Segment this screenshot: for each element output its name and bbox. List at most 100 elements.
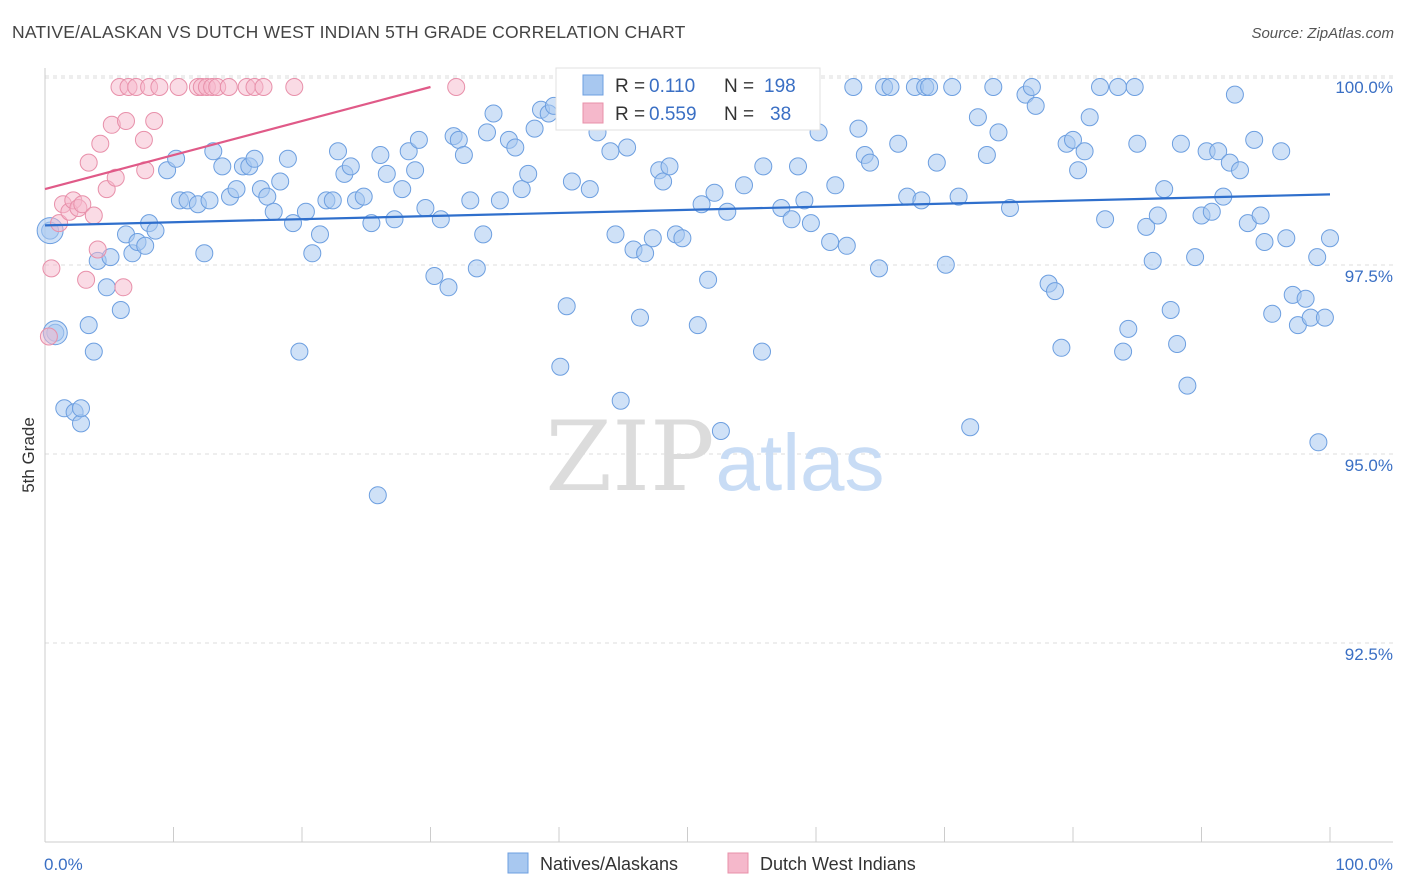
native-point-106 (735, 176, 753, 195)
dutch-point-21 (134, 130, 153, 149)
native-point-59 (425, 267, 444, 285)
native-point-58 (416, 199, 435, 217)
dutch-point-9 (79, 153, 98, 172)
dutch-point-18 (117, 112, 135, 130)
native-point-23 (195, 244, 214, 263)
native-point-143 (1026, 96, 1045, 115)
native-point-163 (1161, 301, 1180, 319)
stats-legend: R = 0.110 N = 198 R = 0.559 N = 38 (555, 67, 821, 131)
native-point-137 (977, 146, 996, 164)
dutch-point-25 (150, 78, 169, 96)
native-point-66 (467, 259, 486, 278)
native-point-125 (889, 134, 908, 153)
dutch-point-35 (254, 78, 273, 96)
native-point-51 (371, 146, 390, 164)
native-point-159 (1137, 217, 1156, 236)
native-point-139 (989, 123, 1008, 142)
native-point-107 (753, 342, 771, 361)
native-point-43 (323, 191, 342, 210)
legend-label-natives: Natives/Alaskans (540, 854, 678, 874)
native-point-102 (705, 183, 724, 202)
native-point-103 (711, 422, 730, 440)
native-point-90 (631, 308, 649, 327)
native-point-7 (84, 342, 103, 361)
y-tick-label-2: 95.0% (1345, 456, 1393, 475)
native-point-133 (943, 78, 962, 96)
native-point-150 (1075, 142, 1094, 161)
dutch-point-15 (106, 168, 125, 187)
native-point-25 (204, 142, 223, 161)
native-point-153 (1096, 210, 1115, 229)
native-point-160 (1143, 251, 1162, 270)
native-point-55 (399, 142, 418, 161)
native-point-57 (409, 130, 428, 149)
native-point-110 (782, 210, 801, 229)
native-point-167 (1186, 248, 1205, 267)
native-point-9 (97, 278, 116, 297)
legend-swatch-natives (507, 852, 529, 874)
axes (44, 68, 1393, 843)
native-point-4 (72, 414, 90, 433)
dutch-point-8 (77, 270, 96, 289)
native-point-156 (1119, 319, 1138, 338)
native-point-56 (406, 161, 425, 180)
y-tick-label-3: 92.5% (1345, 645, 1393, 664)
dutch-point-36 (285, 78, 304, 96)
native-point-35 (271, 172, 290, 191)
native-point-91 (636, 244, 655, 263)
native-point-46 (341, 157, 360, 176)
trend-line-dutch (44, 85, 431, 191)
native-point-131 (927, 153, 946, 172)
native-point-86 (606, 225, 625, 244)
native-point-40 (303, 244, 322, 263)
legend-r-label-2: R = (615, 104, 645, 125)
native-point-31 (245, 149, 264, 168)
x-tick-label-right: 100.0% (1335, 855, 1393, 874)
native-point-63 (449, 130, 468, 149)
native-point-170 (1202, 202, 1221, 221)
native-point-171 (1209, 142, 1228, 161)
native-point-152 (1091, 78, 1109, 96)
legend-r-value-1: 0.110 (649, 76, 695, 97)
native-point-101 (699, 270, 718, 289)
native-point-15 (136, 236, 155, 255)
native-point-33 (258, 187, 277, 206)
native-point-185 (1296, 289, 1315, 308)
native-point-174 (1225, 85, 1244, 104)
native-point-44 (329, 142, 347, 161)
native-point-81 (562, 172, 581, 191)
native-point-188 (1315, 308, 1334, 327)
dutch-point-12 (91, 134, 110, 153)
native-point-165 (1171, 134, 1190, 153)
dutch-point-0 (39, 327, 58, 346)
native-point-85 (601, 142, 620, 161)
native-point-161 (1148, 206, 1167, 225)
x-tick-label-left: 0.0% (44, 855, 83, 874)
y-tick-labels: 100.0% 97.5% 95.0% 92.5% (1335, 78, 1393, 664)
legend-label-dutch: Dutch West Indians (760, 854, 916, 874)
native-point-52 (377, 164, 396, 183)
native-point-190 (1309, 433, 1328, 452)
native-point-138 (984, 78, 1003, 96)
native-point-157 (1125, 78, 1144, 96)
native-point-48 (354, 187, 373, 206)
native-point-151 (1080, 108, 1099, 127)
y-tick-label-0: 100.0% (1335, 78, 1393, 97)
native-point-175 (1231, 161, 1249, 180)
legend-r-label-1: R = (615, 76, 645, 97)
native-point-112 (795, 191, 814, 210)
native-point-49 (362, 214, 381, 233)
dutch-point-32 (219, 78, 238, 96)
dutch-point-26 (169, 78, 188, 96)
native-point-34 (264, 202, 283, 221)
legend-n-value-2: 38 (770, 104, 791, 125)
series-dutch-west-indians (39, 78, 466, 346)
native-point-124 (881, 78, 900, 96)
native-point-118 (844, 78, 863, 96)
native-point-17 (146, 221, 165, 240)
native-point-117 (837, 236, 856, 255)
native-point-74 (519, 164, 538, 183)
native-point-179 (1255, 233, 1274, 251)
native-point-166 (1178, 376, 1197, 395)
